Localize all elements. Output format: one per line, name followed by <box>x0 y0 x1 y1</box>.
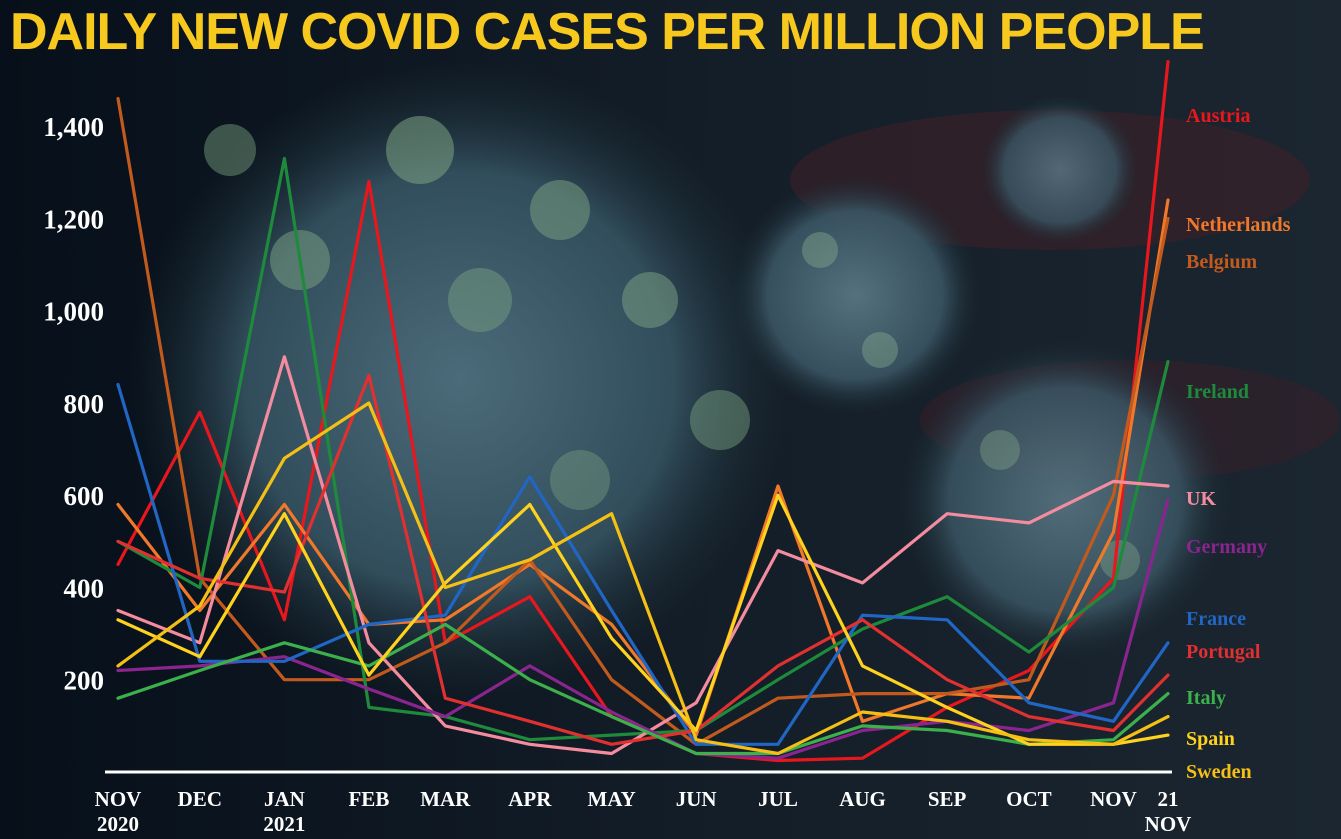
x-tick-label: OCT <box>1006 787 1052 811</box>
x-tick-label: NOV <box>95 787 142 811</box>
series-line-uk <box>116 355 1170 756</box>
legend-label-netherlands: Netherlands <box>1186 214 1291 236</box>
y-tick-label: 200 <box>64 666 105 696</box>
y-axis: 200 400 600 800 1,000 1,200 1,400 <box>43 112 104 696</box>
legend-label-belgium: Belgium <box>1186 251 1257 273</box>
y-tick-label: 1,400 <box>43 112 104 142</box>
legend-label-ireland: Ireland <box>1186 381 1249 403</box>
x-tick-label: MAY <box>588 787 636 811</box>
legend-label-austria: Austria <box>1186 105 1250 127</box>
y-tick-label: 1,200 <box>43 204 104 234</box>
legend-label-italy: Italy <box>1186 687 1226 709</box>
y-tick-label: 400 <box>64 573 105 603</box>
series-line-ireland <box>116 156 1170 742</box>
x-tick-label-line2: 2020 <box>97 812 139 836</box>
legend-label-spain: Spain <box>1186 728 1235 750</box>
series-line-italy <box>116 622 1170 756</box>
legend-label-germany: Germany <box>1186 536 1267 558</box>
legend: Austria Netherlands Belgium Ireland UK German… <box>1186 105 1291 783</box>
series-line-sweden <box>116 401 1170 756</box>
x-tick-label: FEB <box>348 787 389 811</box>
series-line-netherlands <box>116 198 1170 737</box>
legend-label-france: France <box>1186 608 1246 630</box>
y-tick-label: 1,000 <box>43 297 104 327</box>
legend-label-portugal: Portugal <box>1186 641 1261 663</box>
legend-label-uk: UK <box>1186 488 1216 510</box>
x-tick-label: JUN <box>676 787 717 811</box>
series-line-germany <box>116 498 1170 760</box>
x-tick-label: JUL <box>758 787 798 811</box>
x-tick-label-line2: NOV <box>1145 812 1192 836</box>
legend-label-sweden: Sweden <box>1186 761 1252 783</box>
y-tick-label: 600 <box>64 481 105 511</box>
x-tick-label: APR <box>508 787 552 811</box>
x-tick-label: NOV <box>1090 787 1137 811</box>
x-tick-label: 21 <box>1158 787 1179 811</box>
chart-title: DAILY NEW COVID CASES PER MILLION PEOPLE <box>10 3 1205 61</box>
series-line-austria <box>116 59 1170 763</box>
x-tick-label-line2: 2021 <box>263 812 305 836</box>
x-tick-label: MAR <box>420 787 471 811</box>
series-line-france <box>116 382 1170 746</box>
x-tick-label: JAN <box>264 787 305 811</box>
series-lines <box>116 59 1170 763</box>
series-line-portugal <box>116 373 1170 746</box>
y-tick-label: 800 <box>64 389 105 419</box>
x-tick-label: SEP <box>928 787 967 811</box>
x-tick-label: DEC <box>178 787 222 811</box>
series-line-belgium <box>116 96 1170 746</box>
x-tick-label: AUG <box>839 787 886 811</box>
